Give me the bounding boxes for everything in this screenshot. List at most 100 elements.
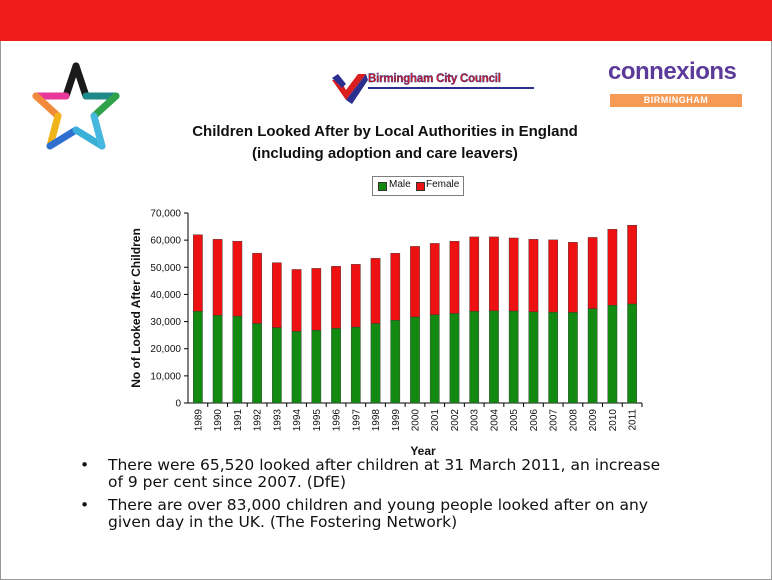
- bar-segment-female: [548, 239, 559, 313]
- council-underline: [368, 87, 534, 89]
- bar-segment-female: [449, 241, 460, 314]
- bar-segment-female: [370, 258, 381, 324]
- bar-segment-male: [311, 330, 322, 404]
- bar-segment-male: [568, 312, 578, 404]
- bar-segment-male: [449, 313, 460, 404]
- x-tick-label: 1996: [332, 409, 343, 432]
- y-tick-label: 0: [175, 399, 181, 410]
- x-tick-label: 1989: [193, 409, 204, 432]
- y-tick-label: 10,000: [150, 371, 181, 382]
- birmingham-crest-icon: [332, 74, 368, 104]
- connexions-logo: connexions BIRMINGHAM: [604, 58, 746, 110]
- x-tick-label: 1999: [391, 409, 402, 432]
- bar-segment-female: [232, 241, 243, 317]
- x-tick-label: 2006: [529, 409, 540, 432]
- chart-title: Children Looked After by Local Authoriti…: [192, 123, 578, 140]
- bullet-item: • There were 65,520 looked after childre…: [80, 457, 720, 491]
- x-tick-label: 2008: [568, 409, 579, 432]
- y-tick-label: 40,000: [150, 290, 181, 301]
- bar-segment-male: [193, 311, 203, 404]
- y-tick-label: 70,000: [150, 209, 181, 220]
- bar-segment-female: [607, 229, 618, 306]
- legend-female-swatch: [416, 182, 425, 191]
- x-tick-label: 2009: [588, 409, 599, 432]
- bar-segment-male: [350, 326, 361, 404]
- bar-segment-female: [271, 262, 282, 328]
- bullet-line: There are over 83,000 children and young…: [108, 496, 649, 514]
- bar-segment-male: [212, 315, 223, 404]
- x-tick-label: 1995: [312, 409, 323, 432]
- council-name: Birmingham City Council: [368, 73, 501, 85]
- y-tick-label: 30,000: [150, 317, 181, 328]
- bar-segment-male: [410, 316, 420, 404]
- star-logo-icon: [30, 60, 122, 152]
- bullet-list: • There were 65,520 looked after childre…: [80, 457, 720, 537]
- x-tick-label: 2003: [470, 409, 481, 432]
- bar-segment-male: [252, 323, 262, 404]
- bar-segment-female: [291, 269, 302, 332]
- bar-segment-male: [607, 305, 618, 404]
- bar-segment-male: [331, 328, 341, 404]
- x-tick-label: 1992: [253, 409, 264, 432]
- top-red-band: [0, 0, 772, 41]
- bar-segment-female: [193, 234, 203, 312]
- bullet-item: • There are over 83,000 children and you…: [80, 497, 720, 531]
- bar-segment-female: [410, 246, 420, 318]
- chart-subtitle: (including adoption and care leavers): [252, 145, 518, 162]
- bar-segment-male: [232, 315, 243, 404]
- bar-segment-female: [331, 265, 341, 329]
- y-tick-label: 60,000: [150, 236, 181, 247]
- bar-segment-female: [508, 237, 519, 312]
- bar-segment-female: [528, 239, 539, 312]
- y-tick-label: 20,000: [150, 344, 181, 355]
- bar-segment-female: [390, 252, 401, 321]
- x-tick-label: 2010: [608, 409, 619, 432]
- bar-segment-female: [489, 236, 499, 311]
- x-tick-label: 2007: [549, 409, 560, 432]
- x-tick-label: 1990: [213, 409, 224, 432]
- bar-segment-female: [350, 264, 361, 328]
- bar-segment-female: [627, 225, 637, 305]
- bar-segment-female: [252, 252, 262, 324]
- x-tick-label: 2000: [411, 409, 422, 432]
- y-axis-title: No of Looked After Children: [129, 228, 143, 388]
- bar-segment-male: [508, 310, 519, 404]
- bar-segment-male: [587, 308, 598, 404]
- x-tick-label: 1997: [351, 409, 362, 432]
- x-tick-label: 1991: [233, 409, 244, 432]
- connexions-subtitle: BIRMINGHAM: [610, 94, 742, 107]
- bullet-dot: •: [80, 496, 90, 514]
- x-tick-label: 1993: [272, 409, 283, 432]
- bar-segment-male: [548, 311, 559, 404]
- x-tick-label: 2011: [628, 409, 639, 431]
- bullet-line: given day in the UK. (The Fostering Netw…: [108, 513, 458, 531]
- bar-segment-female: [429, 243, 440, 315]
- bar-segment-female: [568, 242, 578, 313]
- birmingham-city-council-logo: Birmingham City Council: [330, 70, 540, 106]
- y-tick-label: 50,000: [150, 263, 181, 274]
- x-tick-label: 1994: [292, 409, 303, 432]
- x-tick-label: 2004: [489, 409, 500, 432]
- bar-segment-male: [390, 320, 401, 404]
- bar-segment-male: [291, 331, 302, 404]
- legend-male-label: Male: [389, 179, 411, 190]
- bullet-line: of 9 per cent since 2007. (DfE): [108, 473, 346, 491]
- bar-segment-male: [271, 327, 282, 404]
- x-tick-label: 2001: [430, 409, 441, 432]
- bar-segment-female: [587, 237, 598, 309]
- bar-segment-female: [469, 236, 480, 312]
- connexions-wordmark: connexions: [608, 58, 737, 85]
- chart-legend: Male Female: [372, 176, 464, 196]
- bar-segment-male: [370, 323, 381, 404]
- x-tick-label: 2002: [450, 409, 461, 432]
- bar-segment-male: [627, 303, 637, 404]
- bar-segment-male: [429, 314, 440, 404]
- legend-female-label: Female: [426, 179, 460, 190]
- bar-segment-male: [469, 311, 480, 404]
- bar-segment-male: [528, 311, 539, 404]
- bar-segment-male: [489, 310, 499, 404]
- legend-male-swatch: [378, 182, 387, 191]
- bar-segment-female: [311, 268, 322, 331]
- bullet-line: There were 65,520 looked after children …: [108, 456, 661, 474]
- x-axis-title: Year: [410, 444, 436, 458]
